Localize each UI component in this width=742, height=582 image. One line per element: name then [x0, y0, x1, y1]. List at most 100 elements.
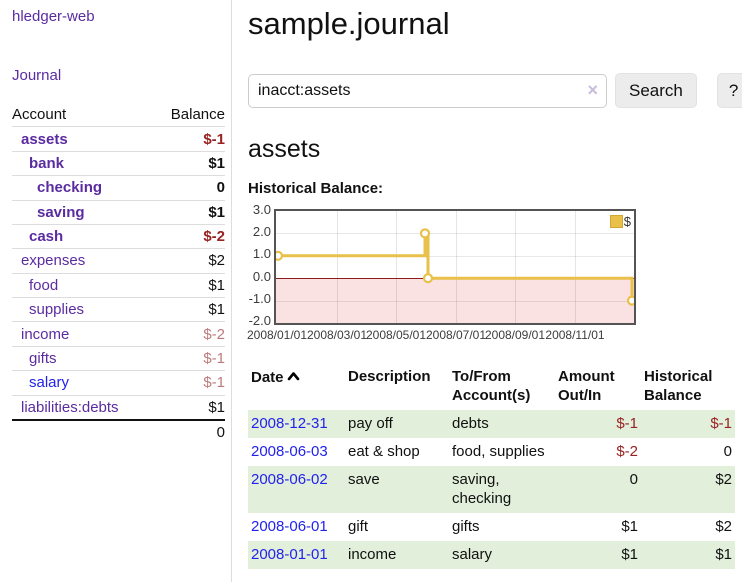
transaction-amount: $1: [621, 518, 638, 535]
account-link-salary[interactable]: salary: [29, 374, 70, 392]
transaction-accounts: saving, checking: [452, 471, 512, 507]
account-link-bank[interactable]: bank: [29, 154, 65, 172]
account-row-liabilities-debts: liabilities:debts $1: [12, 395, 225, 420]
transaction-date-link[interactable]: 2008-01-01: [251, 546, 328, 563]
account-row-cash: cash $-2: [12, 224, 225, 248]
transaction-balance: 0: [723, 443, 732, 460]
search-bar: × Search ?: [248, 73, 742, 108]
transaction-amount: $-1: [616, 415, 638, 432]
transaction-amount: 0: [629, 471, 638, 488]
gridline: [515, 211, 516, 323]
help-button[interactable]: ?: [716, 73, 742, 108]
gridline: [456, 211, 457, 323]
account-balance-bank: $1: [208, 154, 225, 172]
transaction-row: 2008-01-01 income salary $1 $1: [248, 541, 735, 569]
search-input[interactable]: [248, 73, 607, 108]
account-heading: assets: [248, 135, 321, 163]
search-box: ×: [248, 73, 607, 108]
y-tick: 0.0: [252, 269, 271, 284]
x-tick: 2008/11/01: [545, 328, 605, 342]
register-header-row: Date Description To/From Account(s) Amou…: [248, 363, 735, 410]
account-balance-saving: $1: [208, 203, 225, 221]
account-link-income[interactable]: income: [21, 325, 70, 343]
account-link-cash[interactable]: cash: [29, 228, 64, 246]
register-header-date[interactable]: Date: [248, 363, 345, 410]
transaction-date-link[interactable]: 2008-06-02: [251, 471, 328, 488]
account-row-food: food $1: [12, 273, 225, 297]
negative-region-shading: [276, 278, 634, 323]
y-tick: 3.0: [252, 202, 271, 217]
sort-ascending-icon: [287, 367, 300, 386]
sidebar-item-journal[interactable]: Journal: [12, 67, 62, 84]
clear-search-icon[interactable]: ×: [587, 79, 598, 100]
register-header-amount: Amount Out/In: [558, 368, 615, 404]
account-balance-assets: $-1: [203, 130, 225, 148]
transaction-balance: $1: [715, 546, 732, 563]
y-tick: -2.0: [248, 313, 271, 328]
account-link-food[interactable]: food: [29, 276, 59, 294]
account-link-expenses[interactable]: expenses: [21, 252, 86, 270]
account-link-checking[interactable]: checking: [37, 179, 103, 197]
account-row-saving: saving $1: [12, 200, 225, 224]
account-balance-supplies: $1: [208, 301, 225, 319]
accounts-table: Account Balance assets $-1 bank $1 check…: [12, 103, 225, 444]
account-row-expenses: expenses $2: [12, 248, 225, 273]
transaction-date-link[interactable]: 2008-06-03: [251, 443, 328, 460]
gridline: [276, 256, 634, 257]
page-title: sample.journal: [248, 6, 450, 41]
gridline: [276, 233, 634, 234]
account-balance-liabilities-debts: $1: [208, 398, 225, 416]
account-link-supplies[interactable]: supplies: [29, 301, 85, 319]
register-header-accounts: To/From Account(s): [452, 368, 531, 404]
accounts-header-account: Account: [12, 106, 67, 124]
gridline: [575, 211, 576, 323]
register-header-date-label: Date: [251, 369, 284, 386]
transaction-description: gift: [348, 518, 369, 535]
transaction-balance: $-1: [710, 415, 732, 432]
transaction-row: 2008-06-01 gift gifts $1 $2: [248, 513, 735, 541]
account-link-saving[interactable]: saving: [37, 203, 85, 221]
transaction-balance: $2: [715, 518, 732, 535]
chart-legend: $: [609, 214, 631, 229]
account-balance-checking: 0: [216, 179, 225, 197]
brand-link[interactable]: hledger-web: [12, 8, 95, 25]
gridline: [337, 211, 338, 323]
account-row-gifts: gifts $-1: [12, 346, 225, 370]
transaction-accounts: gifts: [452, 518, 480, 535]
transaction-accounts: debts: [452, 415, 489, 432]
transaction-date-link[interactable]: 2008-06-01: [251, 518, 328, 535]
gridline: [396, 211, 397, 323]
balance-series-line: [276, 228, 634, 306]
account-row-supplies: supplies $1: [12, 297, 225, 322]
account-balance-expenses: $2: [208, 252, 225, 270]
transaction-accounts: food, supplies: [452, 443, 545, 460]
account-link-assets[interactable]: assets: [21, 130, 68, 148]
account-link-gifts[interactable]: gifts: [29, 349, 57, 367]
transaction-amount: $-2: [616, 443, 638, 460]
x-tick: 2008/05/01: [365, 328, 427, 342]
legend-label: $: [623, 214, 631, 229]
account-row-salary: salary $-1: [12, 370, 225, 395]
register-header-balance: Historical Balance: [644, 368, 713, 404]
accounts-total-row: 0: [12, 419, 225, 444]
transaction-row: 2008-12-31 pay off debts $-1 $-1: [248, 410, 735, 438]
x-tick: 2008/03/01: [306, 328, 368, 342]
account-link-liabilities-debts[interactable]: liabilities:debts: [21, 398, 119, 416]
transaction-description: save: [348, 471, 380, 488]
y-tick: -1.0: [248, 291, 271, 306]
transaction-date-link[interactable]: 2008-12-31: [251, 415, 328, 432]
register-header-description: Description: [348, 368, 431, 385]
account-balance-income: $-2: [203, 325, 225, 343]
search-button[interactable]: Search: [615, 73, 697, 108]
transaction-description: eat & shop: [348, 443, 420, 460]
transaction-description: income: [348, 546, 397, 563]
chart-plot-area: $: [274, 209, 636, 325]
historical-balance-chart: 3.0 2.0 1.0 0.0 -1.0 -2.0: [247, 202, 648, 346]
transaction-accounts: salary: [452, 546, 493, 563]
y-tick: 1.0: [252, 246, 271, 261]
x-tick: 2008/09/01: [484, 328, 546, 342]
register-table: Date Description To/From Account(s) Amou…: [248, 363, 735, 569]
y-tick: 2.0: [252, 224, 271, 239]
transaction-balance: $2: [715, 471, 732, 488]
